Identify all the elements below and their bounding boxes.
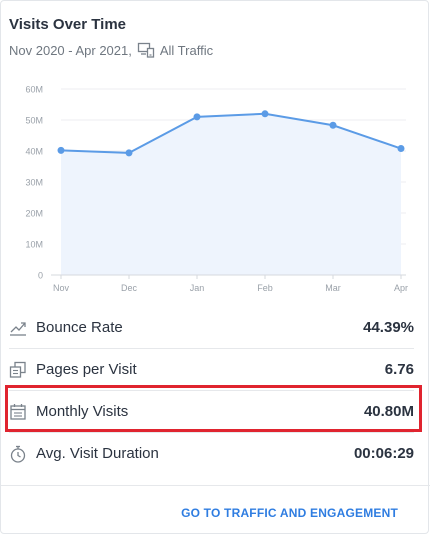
y-tick-label: 50M	[25, 116, 43, 126]
highlight-box	[5, 385, 422, 432]
metric-avg-visit-duration: Avg. Visit Duration 00:06:29	[1, 433, 430, 474]
stopwatch-icon	[9, 445, 27, 463]
trend-icon	[9, 319, 27, 337]
data-point	[329, 121, 337, 129]
y-tick-label: 30M	[25, 178, 43, 188]
y-tick-label: 60M	[25, 85, 43, 95]
area-fill	[61, 113, 401, 275]
x-tick-label: Dec	[121, 283, 138, 293]
pages-icon	[9, 361, 27, 379]
y-tick-label: 10M	[25, 240, 43, 250]
metric-pages-per-visit: Pages per Visit 6.76	[1, 349, 430, 390]
data-point	[125, 149, 133, 157]
metric-label: Avg. Visit Duration	[36, 445, 159, 462]
x-tick-label: Apr	[394, 283, 408, 293]
x-tick-label: Nov	[53, 283, 70, 293]
footer-divider	[1, 485, 430, 486]
metric-value: 40.80M	[363, 403, 414, 420]
traffic-filter: All Traffic	[159, 42, 214, 58]
series-line	[60, 112, 402, 154]
data-point	[261, 110, 269, 118]
calendar-icon	[9, 403, 27, 421]
devices-icon	[137, 42, 155, 58]
metric-bounce-rate: Bounce Rate 44.39%	[1, 307, 430, 348]
widget-title: Visits Over Time	[9, 16, 127, 33]
x-tick-label: Feb	[257, 283, 273, 293]
data-point	[193, 113, 201, 121]
metric-monthly-visits: Monthly Visits 40.80M	[1, 391, 430, 432]
divider	[9, 390, 414, 391]
metric-value: 6.76	[384, 361, 414, 378]
metric-label: Bounce Rate	[36, 319, 123, 336]
traffic-engagement-link[interactable]: GO TO TRAFFIC AND ENGAGEMENT	[181, 506, 398, 520]
y-tick-label: 20M	[25, 209, 43, 219]
metric-label: Pages per Visit	[36, 361, 137, 378]
widget-subtitle: Nov 2020 - Apr 2021, All Traffic	[9, 42, 213, 58]
metric-label: Monthly Visits	[36, 403, 129, 420]
divider	[9, 432, 414, 433]
y-tick-label: 0	[38, 271, 43, 281]
metric-value: 44.39%	[363, 319, 414, 336]
visits-chart: 0 10M 20M 30M 40M 50M 60M Nov Dec Jan Feb Mar Apr	[25, 85, 408, 294]
divider	[9, 348, 414, 349]
data-point	[57, 146, 65, 154]
x-tick-label: Jan	[190, 283, 205, 293]
metric-value: 00:06:29	[353, 445, 414, 462]
x-tick-label: Mar	[325, 283, 341, 293]
y-tick-label: 40M	[25, 147, 43, 157]
date-range: Nov 2020 - Apr 2021,	[9, 42, 132, 58]
data-point	[397, 145, 405, 153]
